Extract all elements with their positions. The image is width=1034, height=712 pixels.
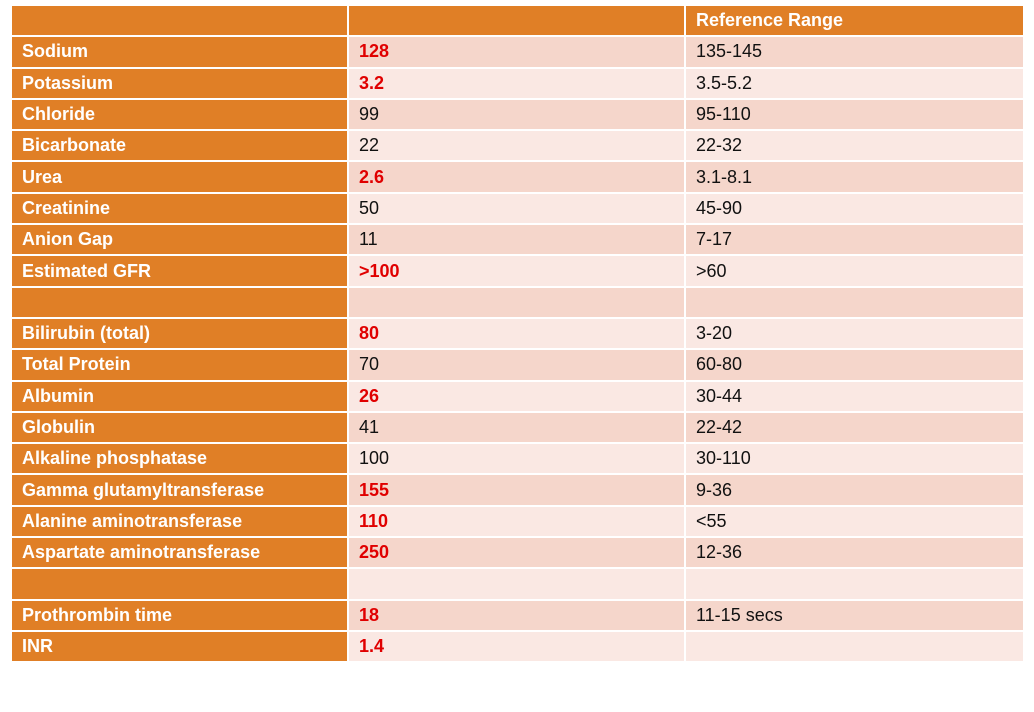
reference-range-cell: 3.5-5.2 bbox=[684, 66, 1025, 100]
header-result-cell bbox=[347, 3, 686, 38]
test-name-cell bbox=[10, 285, 349, 319]
test-name-cell: Alkaline phosphatase bbox=[10, 442, 349, 476]
test-name-cell: Anion Gap bbox=[10, 223, 349, 257]
reference-range-cell: 135-145 bbox=[684, 35, 1025, 69]
table-row: Globulin 41 22-42 bbox=[10, 410, 1025, 445]
reference-range-cell: 95-110 bbox=[684, 97, 1025, 132]
test-name-cell: Gamma glutamyltransferase bbox=[10, 473, 349, 507]
reference-range-cell bbox=[684, 629, 1025, 664]
table-row: Creatinine 50 45-90 bbox=[10, 191, 1025, 226]
result-value-cell: 2.6 bbox=[347, 160, 686, 194]
test-name-cell bbox=[10, 567, 349, 601]
result-value-cell: 100 bbox=[347, 442, 686, 476]
table-row: Gamma glutamyltransferase 155 9-36 bbox=[10, 473, 1025, 507]
table-row: Bilirubin (total) 80 3-20 bbox=[10, 316, 1025, 351]
table-row: Sodium 128 135-145 bbox=[10, 35, 1025, 69]
table-row: Prothrombin time 18 11-15 secs bbox=[10, 598, 1025, 632]
reference-range-cell: 60-80 bbox=[684, 348, 1025, 382]
test-name-cell: Total Protein bbox=[10, 348, 349, 382]
test-name-cell: Bilirubin (total) bbox=[10, 316, 349, 351]
result-value-cell: 3.2 bbox=[347, 66, 686, 100]
table-row: Urea 2.6 3.1-8.1 bbox=[10, 160, 1025, 194]
reference-range-cell: 9-36 bbox=[684, 473, 1025, 507]
test-name-cell: Creatinine bbox=[10, 191, 349, 226]
table-row: Bicarbonate 22 22-32 bbox=[10, 129, 1025, 163]
table-row: Alanine aminotransferase 110 <55 bbox=[10, 504, 1025, 539]
result-value-cell: 250 bbox=[347, 536, 686, 570]
result-value-cell: 128 bbox=[347, 35, 686, 69]
reference-range-cell: 22-32 bbox=[684, 129, 1025, 163]
result-value-cell: 26 bbox=[347, 379, 686, 413]
reference-range-cell: 45-90 bbox=[684, 191, 1025, 226]
test-name-cell: Sodium bbox=[10, 35, 349, 69]
result-value-cell: 155 bbox=[347, 473, 686, 507]
reference-range-cell: 3.1-8.1 bbox=[684, 160, 1025, 194]
table-row: Anion Gap 11 7-17 bbox=[10, 223, 1025, 257]
table-row bbox=[10, 285, 1025, 319]
test-name-cell: Estimated GFR bbox=[10, 254, 349, 288]
result-value-cell: 1.4 bbox=[347, 629, 686, 664]
test-name-cell: Potassium bbox=[10, 66, 349, 100]
table-row: Chloride 99 95-110 bbox=[10, 97, 1025, 132]
result-value-cell: 80 bbox=[347, 316, 686, 351]
result-value-cell: >100 bbox=[347, 254, 686, 288]
test-name-cell: Chloride bbox=[10, 97, 349, 132]
reference-range-cell: 12-36 bbox=[684, 536, 1025, 570]
test-name-cell: Urea bbox=[10, 160, 349, 194]
reference-range-cell: 11-15 secs bbox=[684, 598, 1025, 632]
table-row: INR 1.4 bbox=[10, 629, 1025, 664]
result-value-cell: 18 bbox=[347, 598, 686, 632]
table-row: Estimated GFR >100 >60 bbox=[10, 254, 1025, 288]
test-name-cell: Prothrombin time bbox=[10, 598, 349, 632]
reference-range-cell: >60 bbox=[684, 254, 1025, 288]
reference-range-cell: 7-17 bbox=[684, 223, 1025, 257]
test-name-cell: Globulin bbox=[10, 410, 349, 445]
reference-range-cell bbox=[684, 567, 1025, 601]
result-value-cell: 99 bbox=[347, 97, 686, 132]
result-value-cell: 70 bbox=[347, 348, 686, 382]
lab-results-table: Reference Range Sodium 128 135-145 Potassiu… bbox=[10, 3, 1025, 664]
test-name-cell: Bicarbonate bbox=[10, 129, 349, 163]
table-body: Sodium 128 135-145 Potassium 3.2 3.5-5.2 Chlor… bbox=[10, 35, 1025, 664]
reference-range-cell: <55 bbox=[684, 504, 1025, 539]
test-name-cell: Alanine aminotransferase bbox=[10, 504, 349, 539]
result-value-cell: 41 bbox=[347, 410, 686, 445]
reference-range-cell: 3-20 bbox=[684, 316, 1025, 351]
reference-range-cell bbox=[684, 285, 1025, 319]
table-row: Aspartate aminotransferase 250 12-36 bbox=[10, 536, 1025, 570]
header-reference-range-cell: Reference Range bbox=[684, 3, 1025, 38]
table-row: Albumin 26 30-44 bbox=[10, 379, 1025, 413]
result-value-cell: 110 bbox=[347, 504, 686, 539]
table-row: Alkaline phosphatase 100 30-110 bbox=[10, 442, 1025, 476]
table-header-row: Reference Range bbox=[10, 3, 1025, 38]
result-value-cell: 50 bbox=[347, 191, 686, 226]
result-value-cell: 11 bbox=[347, 223, 686, 257]
header-test-cell bbox=[10, 3, 349, 38]
reference-range-cell: 30-110 bbox=[684, 442, 1025, 476]
result-value-cell bbox=[347, 285, 686, 319]
table-row: Potassium 3.2 3.5-5.2 bbox=[10, 66, 1025, 100]
table-row bbox=[10, 567, 1025, 601]
test-name-cell: Albumin bbox=[10, 379, 349, 413]
reference-range-cell: 22-42 bbox=[684, 410, 1025, 445]
result-value-cell bbox=[347, 567, 686, 601]
test-name-cell: Aspartate aminotransferase bbox=[10, 536, 349, 570]
test-name-cell: INR bbox=[10, 629, 349, 664]
table-row: Total Protein 70 60-80 bbox=[10, 348, 1025, 382]
reference-range-cell: 30-44 bbox=[684, 379, 1025, 413]
result-value-cell: 22 bbox=[347, 129, 686, 163]
